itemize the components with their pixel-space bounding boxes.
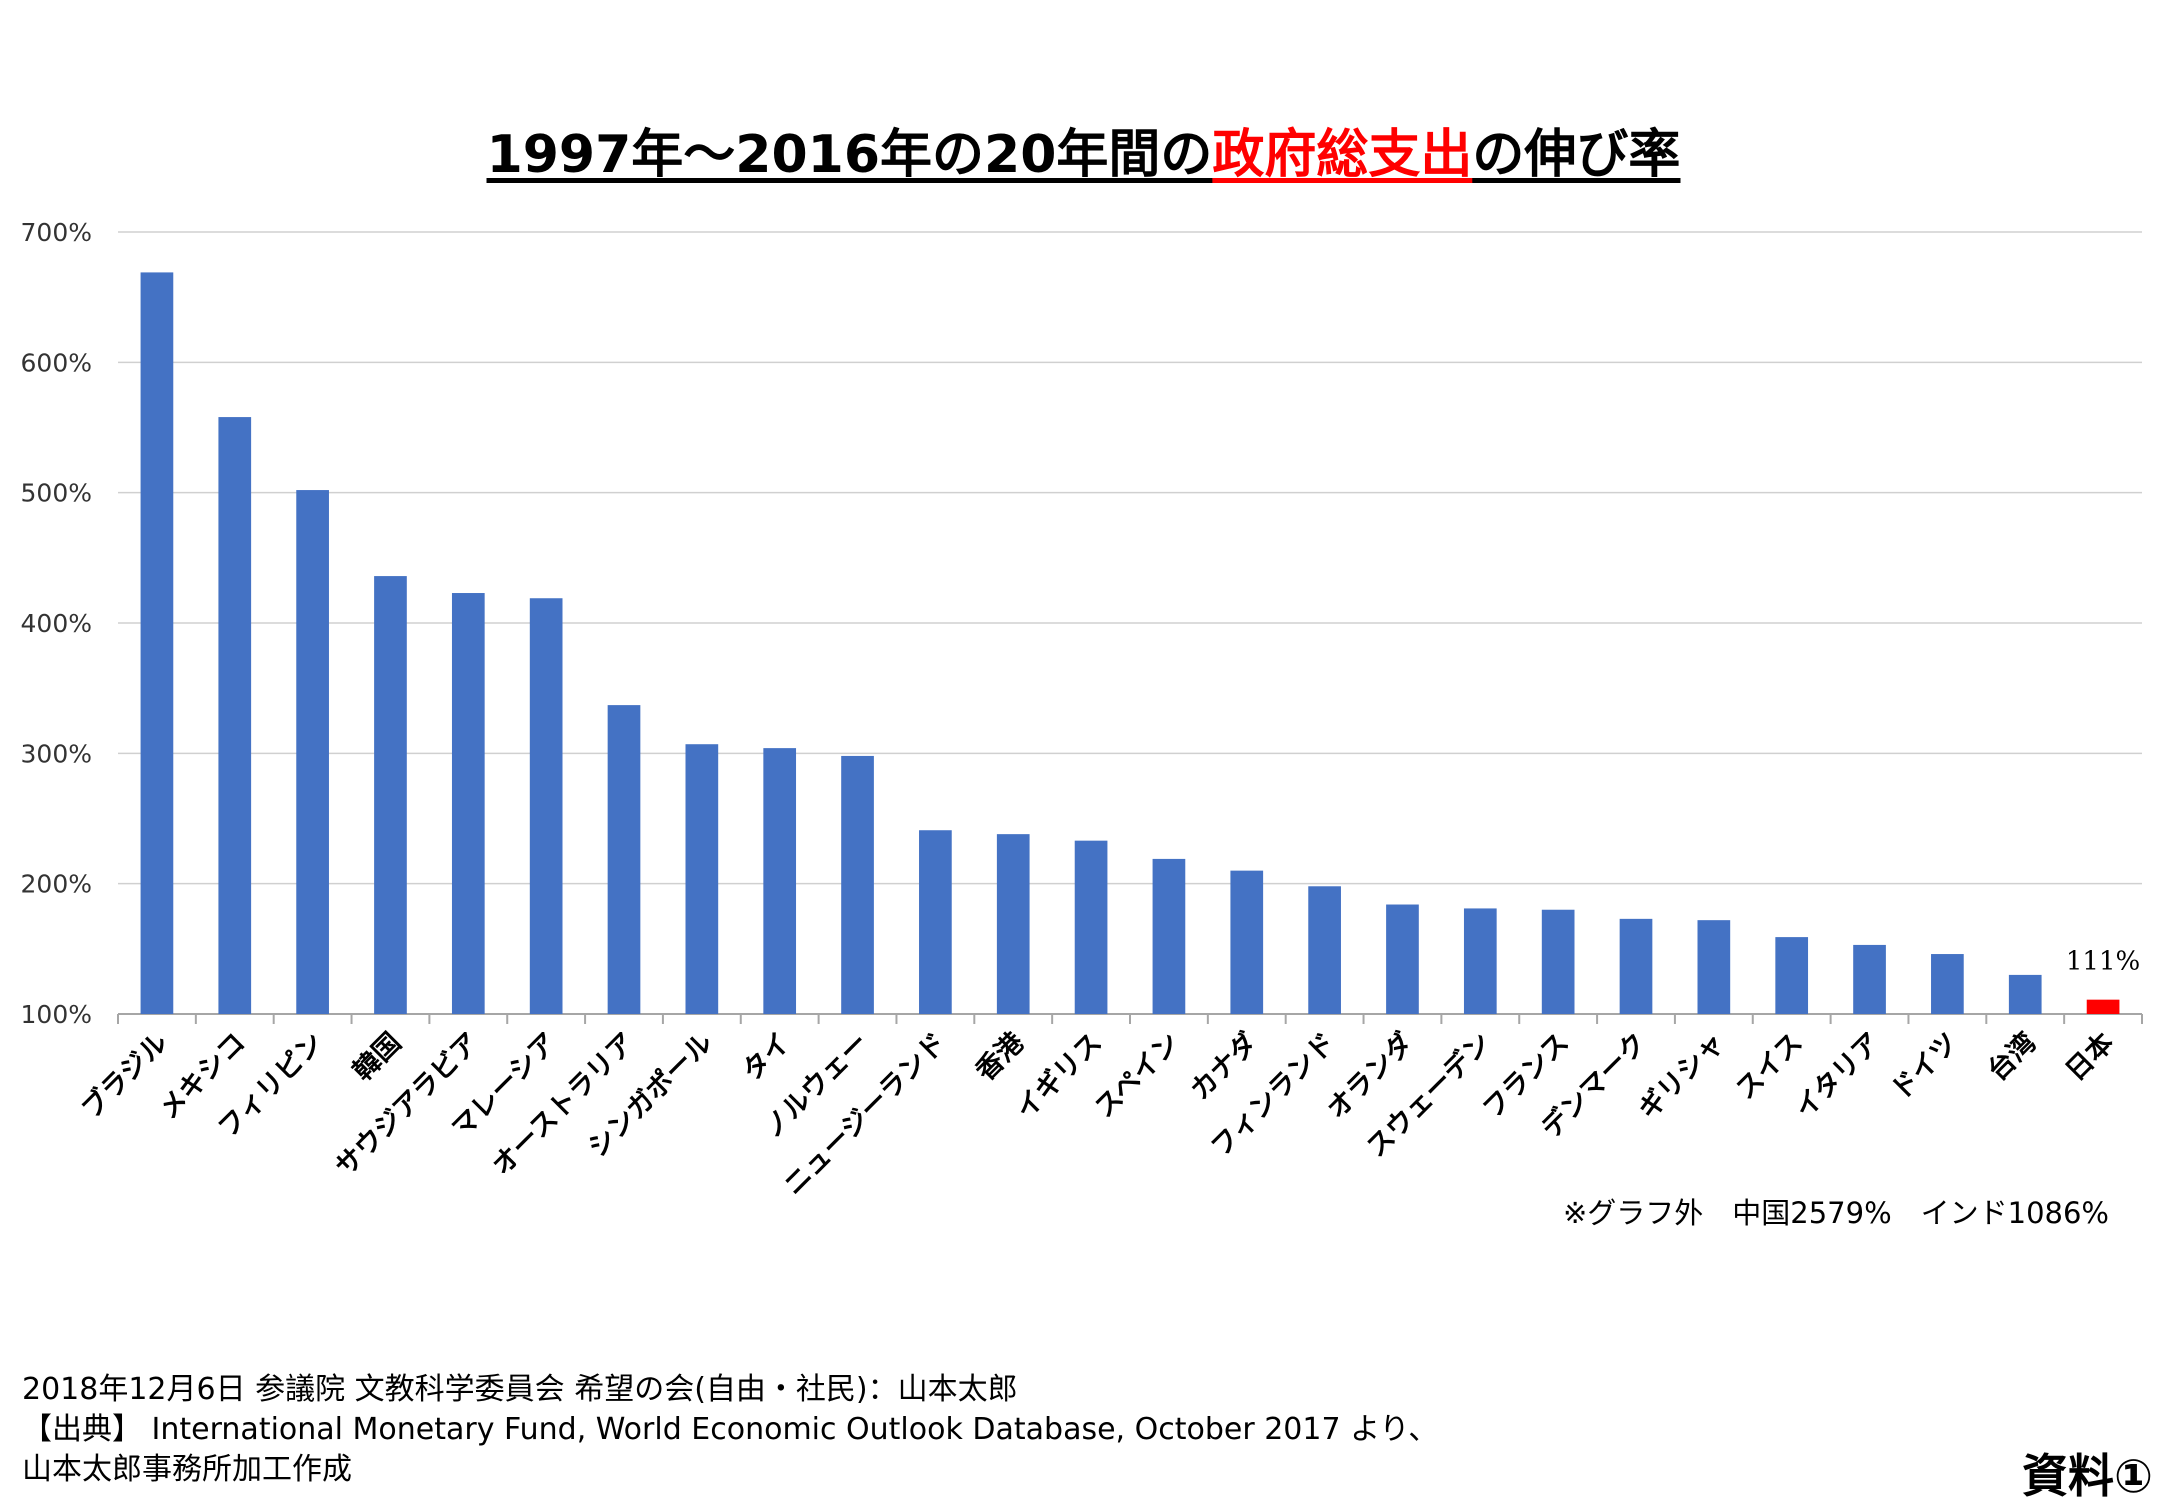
chart-title: 1997年〜2016年の20年間の政府総支出の伸び率 (0, 112, 2167, 187)
bar-24 (2008, 974, 2042, 1014)
y-tick-label: 400% (21, 609, 92, 638)
document-badge: 資料① (2022, 1449, 2153, 1503)
bar-12 (1074, 840, 1108, 1014)
bar-7 (685, 744, 719, 1014)
x-tick-label: イギリス (1010, 1027, 1108, 1125)
x-tick-label: タイ (737, 1027, 797, 1087)
title-part2: の伸び率 (1472, 125, 1681, 185)
y-tick-label: 700% (21, 218, 92, 247)
x-tick-label: サウジアラビア (330, 1027, 486, 1183)
bar-8 (763, 748, 797, 1014)
bar-15 (1308, 886, 1341, 1014)
x-tick-label: 日本 (2060, 1027, 2120, 1087)
bar-10 (919, 830, 952, 1014)
x-tick-label: スペイン (1089, 1027, 1186, 1124)
bar-13 (1152, 858, 1186, 1014)
bar-2 (296, 490, 329, 1014)
y-tick-label: 200% (21, 870, 92, 899)
x-tick-label: オーストラリア (486, 1027, 641, 1182)
bar-0 (140, 272, 174, 1014)
y-tick-label: 500% (21, 479, 92, 508)
footer-credit-line: 山本太郎事務所加工作成 (22, 1452, 352, 1487)
bar-1 (218, 417, 252, 1014)
bar-11 (996, 834, 1030, 1014)
bar-18 (1541, 909, 1575, 1014)
y-tick-label: 100% (21, 1000, 92, 1029)
x-tick-label: 台湾 (1981, 1026, 2042, 1087)
bar-21 (1775, 937, 1809, 1014)
bar-9 (841, 755, 874, 1014)
x-tick-label: 韓国 (347, 1027, 407, 1087)
bar-19 (1619, 918, 1653, 1014)
bar-23 (1931, 954, 1964, 1014)
x-tick-label: ギリシャ (1633, 1027, 1731, 1125)
bar-14 (1230, 870, 1264, 1014)
bar-25 (2086, 999, 2120, 1014)
footer-date-line: 2018年12月6日 参議院 文教科学委員会 希望の会(自由・社民)：山本太郎 (22, 1372, 1018, 1407)
y-tick-label: 600% (21, 348, 92, 377)
bar-4 (451, 593, 485, 1014)
bar-22 (1853, 944, 1886, 1014)
bar-16 (1386, 904, 1419, 1014)
title-highlight: 政府総支出 (1212, 125, 1473, 185)
bar-3 (374, 576, 407, 1014)
bar-5 (529, 598, 563, 1014)
footer-source-line: 【出典】 International Monetary Fund, World … (22, 1412, 1439, 1447)
x-tick-label: ドイツ (1885, 1027, 1964, 1106)
bar-20 (1697, 920, 1731, 1014)
footer: 2018年12月6日 参議院 文教科学委員会 希望の会(自由・社民)：山本太郎 … (22, 1370, 1438, 1490)
bar-17 (1463, 908, 1497, 1014)
off-chart-note: ※グラフ外 中国2579% インド1086% (1562, 1196, 2109, 1230)
title-part1: 1997年〜2016年の20年間の (486, 125, 1213, 185)
x-tick-label: 香港 (970, 1026, 1031, 1087)
bar-6 (607, 705, 641, 1014)
x-tick-label: イタリア (1789, 1027, 1887, 1125)
data-label: 111% (2066, 947, 2140, 977)
y-tick-label: 300% (21, 739, 92, 768)
